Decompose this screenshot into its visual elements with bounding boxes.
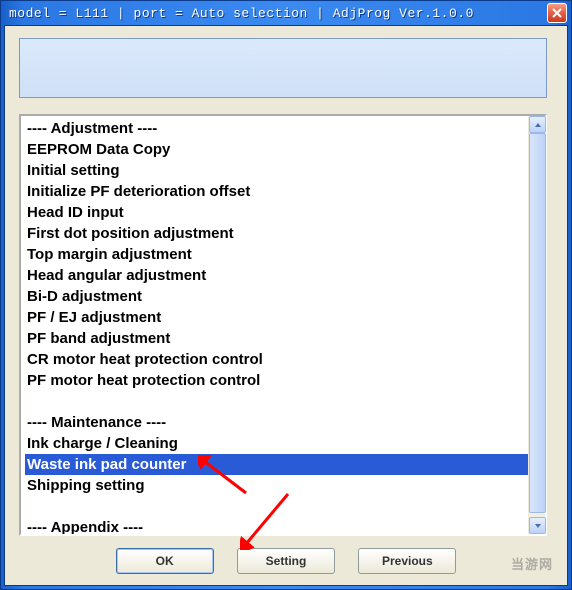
list-item[interactable]: First dot position adjustment xyxy=(25,223,528,244)
list-item[interactable]: ---- Maintenance ---- xyxy=(25,412,528,433)
list-item[interactable] xyxy=(25,391,528,412)
list-item[interactable]: Ink charge / Cleaning xyxy=(25,433,528,454)
list-item[interactable]: PF / EJ adjustment xyxy=(25,307,528,328)
list-item[interactable]: Head angular adjustment xyxy=(25,265,528,286)
title-text: model = L111 | port = Auto selection | A… xyxy=(9,6,547,21)
client-area: ---- Adjustment ----EEPROM Data CopyInit… xyxy=(4,25,568,586)
close-button[interactable] xyxy=(547,3,567,23)
list-item[interactable]: Bi-D adjustment xyxy=(25,286,528,307)
button-row: OK Setting Previous xyxy=(5,548,567,574)
ok-button[interactable]: OK xyxy=(116,548,214,574)
list-item[interactable]: PF motor heat protection control xyxy=(25,370,528,391)
chevron-down-icon xyxy=(534,522,542,530)
list-item[interactable]: Top margin adjustment xyxy=(25,244,528,265)
list-item-selected[interactable]: Waste ink pad counter xyxy=(25,454,528,475)
listbox-content: ---- Adjustment ----EEPROM Data CopyInit… xyxy=(21,116,528,534)
list-item[interactable]: CR motor heat protection control xyxy=(25,349,528,370)
list-item[interactable]: Shipping setting xyxy=(25,475,528,496)
list-item[interactable]: Initial setting xyxy=(25,160,528,181)
chevron-up-icon xyxy=(534,121,542,129)
function-listbox[interactable]: ---- Adjustment ----EEPROM Data CopyInit… xyxy=(19,114,547,536)
previous-button[interactable]: Previous xyxy=(358,548,456,574)
titlebar: model = L111 | port = Auto selection | A… xyxy=(1,1,571,25)
list-item[interactable]: ---- Adjustment ---- xyxy=(25,118,528,139)
list-item[interactable]: PF band adjustment xyxy=(25,328,528,349)
scroll-up-button[interactable] xyxy=(529,116,546,133)
info-banner xyxy=(19,38,547,98)
list-item[interactable]: Initialize PF deterioration offset xyxy=(25,181,528,202)
list-item[interactable] xyxy=(25,496,528,517)
close-icon xyxy=(552,8,562,18)
app-window: model = L111 | port = Auto selection | A… xyxy=(0,0,572,590)
setting-button[interactable]: Setting xyxy=(237,548,335,574)
list-item[interactable]: EEPROM Data Copy xyxy=(25,139,528,160)
list-item[interactable]: Head ID input xyxy=(25,202,528,223)
scroll-down-button[interactable] xyxy=(529,517,546,534)
scroll-thumb[interactable] xyxy=(529,133,546,513)
scrollbar-vertical[interactable] xyxy=(528,116,545,534)
list-item[interactable]: ---- Appendix ---- xyxy=(25,517,528,534)
